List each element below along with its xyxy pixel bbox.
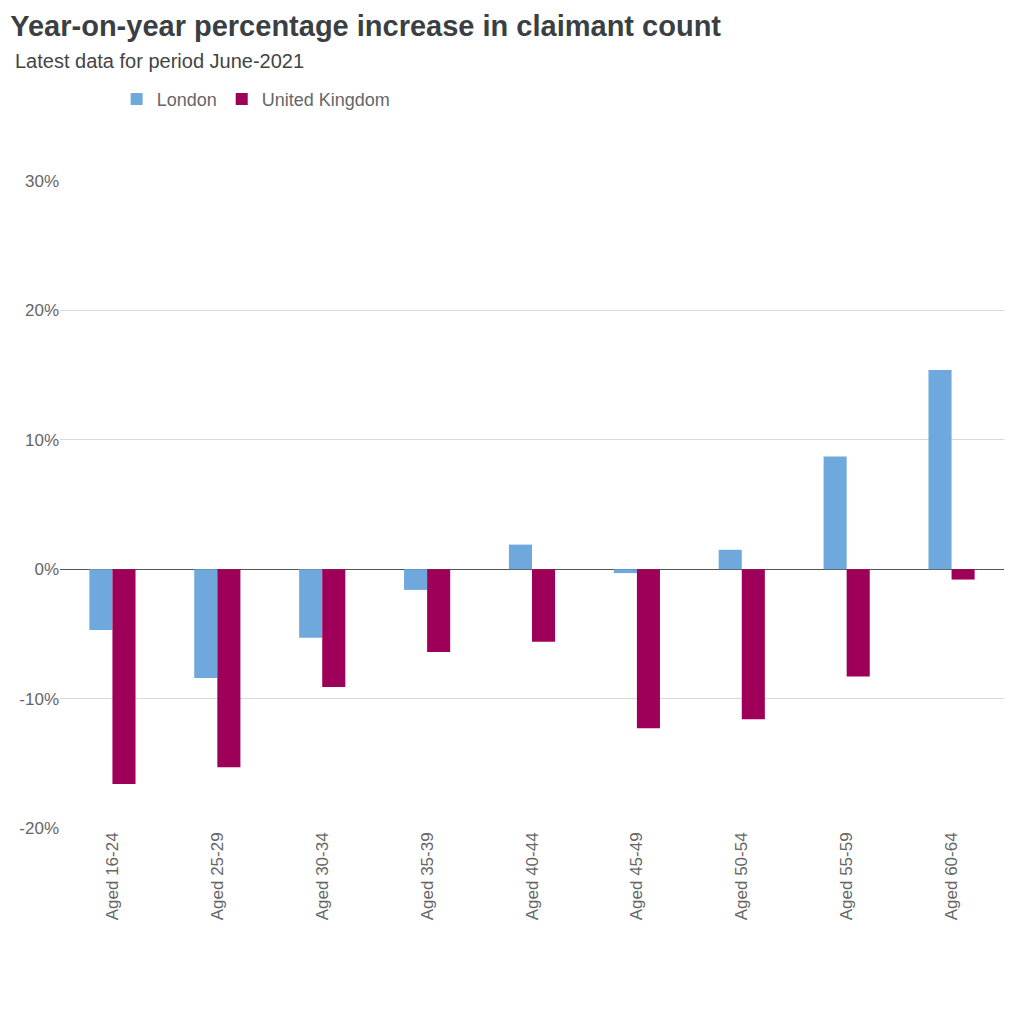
svg-text:Aged 40-44: Aged 40-44 <box>523 832 542 920</box>
svg-text:Latest data for period June-20: Latest data for period June-2021 <box>15 50 304 72</box>
svg-text:Aged 45-49: Aged 45-49 <box>627 832 646 920</box>
svg-text:Aged 25-29: Aged 25-29 <box>208 832 227 920</box>
svg-text:Aged 35-39: Aged 35-39 <box>418 832 437 920</box>
svg-text:10%: 10% <box>25 431 59 450</box>
svg-text:-10%: -10% <box>19 690 59 709</box>
svg-text:-20%: -20% <box>19 819 59 838</box>
svg-text:0%: 0% <box>34 560 59 579</box>
svg-text:Year-on-year percentage increa: Year-on-year percentage increase in clai… <box>10 10 721 42</box>
svg-text:Aged 55-59: Aged 55-59 <box>837 832 856 920</box>
svg-text:Aged 30-34: Aged 30-34 <box>313 832 332 920</box>
svg-text:London: London <box>157 90 217 110</box>
svg-text:United Kingdom: United Kingdom <box>262 90 390 110</box>
svg-text:30%: 30% <box>25 172 59 191</box>
svg-text:Aged 16-24: Aged 16-24 <box>103 832 122 920</box>
svg-text:Aged 60-64: Aged 60-64 <box>942 832 961 920</box>
svg-text:20%: 20% <box>25 301 59 320</box>
svg-text:Aged 50-54: Aged 50-54 <box>732 832 751 920</box>
